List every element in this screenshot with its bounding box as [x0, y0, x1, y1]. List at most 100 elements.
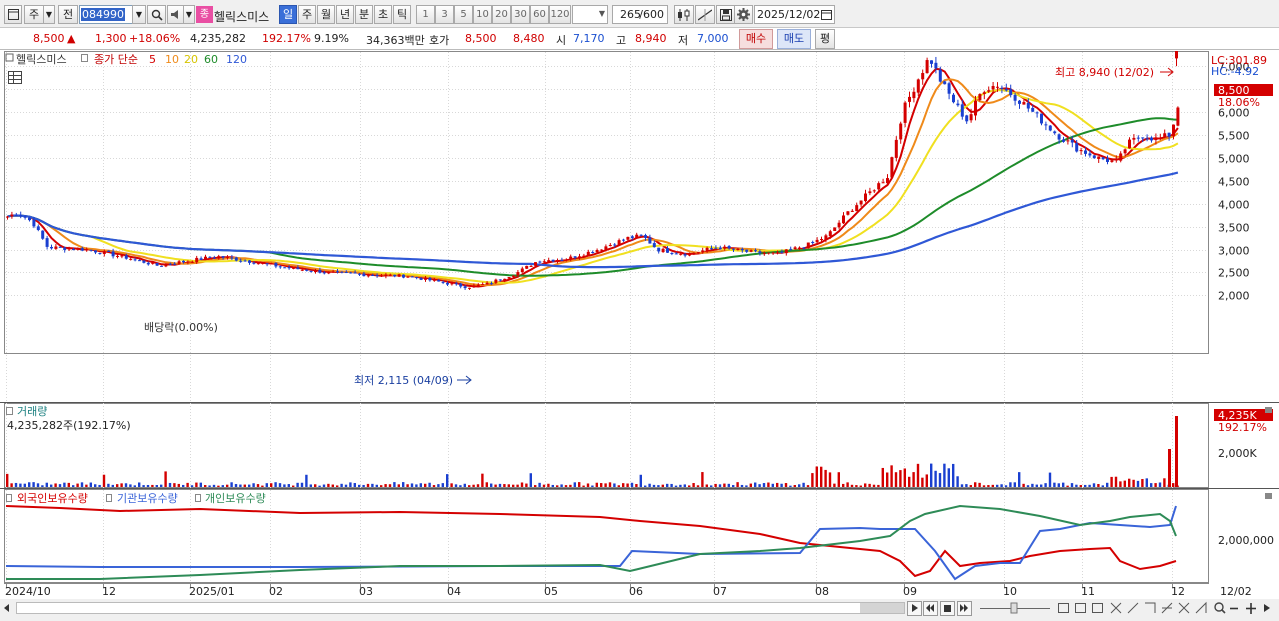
volume-bar — [133, 485, 136, 487]
stock-chart[interactable]: 8,0007,5007,0006,5006,0005,5005,0004,500… — [0, 51, 1279, 621]
volume-bar — [912, 472, 915, 487]
candle-type-icon[interactable] — [674, 5, 694, 24]
zoom-in-icon[interactable] — [1246, 603, 1256, 614]
speaker-dropdown-icon[interactable]: ▼ — [183, 5, 195, 24]
current-price: 8,500 — [33, 32, 65, 45]
stop-icon[interactable] — [940, 601, 955, 616]
candle-body — [256, 263, 260, 265]
date-input[interactable]: 2025/12/02 — [754, 5, 835, 24]
candle-body — [327, 271, 331, 274]
candle-body — [182, 260, 185, 263]
holdings-pane-close-icon[interactable] — [1265, 493, 1272, 499]
calendar-icon[interactable] — [821, 9, 832, 20]
candle-body — [696, 252, 700, 254]
candle-body — [432, 279, 436, 281]
save-icon[interactable] — [716, 5, 735, 24]
current-pct-label: 18.06% — [1218, 96, 1260, 109]
zoom-slider[interactable] — [980, 602, 1050, 614]
stock-code-input[interactable]: 084990 — [79, 5, 133, 24]
volume-pane-close-icon[interactable] — [1265, 407, 1272, 413]
candle-body — [58, 246, 62, 248]
candle-body — [881, 182, 885, 184]
sell-button[interactable]: 매도 — [777, 29, 811, 49]
interval-20[interactable]: 20 — [492, 5, 511, 24]
candle-body — [63, 247, 67, 250]
candle-body — [305, 269, 309, 271]
period-tick-tab[interactable]: 틱 — [393, 5, 411, 24]
table-view-icon[interactable] — [8, 71, 22, 85]
fast-forward-icon[interactable] — [957, 601, 972, 616]
rewind-icon[interactable] — [923, 601, 938, 616]
holdings-pane[interactable] — [4, 489, 1209, 583]
volume-bar — [925, 474, 928, 487]
period-second-tab[interactable]: 초 — [374, 5, 392, 24]
candle-body — [723, 246, 727, 249]
count-input[interactable]: 265 /600 — [612, 5, 668, 24]
volume-bar — [318, 485, 321, 487]
volume-bar — [397, 484, 400, 487]
crosshair-tool-icon[interactable] — [695, 5, 715, 24]
settings-gear-icon[interactable] — [734, 5, 753, 24]
volume-bar — [472, 484, 475, 487]
volume-bar — [366, 483, 370, 487]
interval-5[interactable]: 5 — [454, 5, 473, 24]
volume-bar — [793, 485, 796, 487]
current-price-label: 8,500 — [1218, 84, 1250, 97]
scroll-end-icon[interactable] — [1264, 604, 1270, 612]
price-y-tick: 5,000 — [1218, 153, 1250, 166]
volume-bar — [855, 485, 858, 487]
horizontal-scrollbar[interactable] — [16, 602, 905, 614]
volume-bar — [595, 482, 598, 487]
volume-pane[interactable] — [4, 403, 1209, 488]
price-pane[interactable] — [4, 51, 1209, 354]
volume-bar — [190, 485, 194, 487]
volume-bar — [58, 484, 62, 487]
volume-bar — [877, 484, 880, 487]
volume-bar — [1172, 483, 1175, 487]
candle-body — [102, 251, 106, 254]
candle-body — [45, 238, 49, 247]
search-icon[interactable] — [147, 5, 166, 24]
zoom-search-icon[interactable] — [1214, 602, 1226, 614]
volume-bar — [217, 485, 220, 487]
market-dropdown-icon[interactable]: ▼ — [43, 5, 55, 24]
scroll-right-icon[interactable] — [907, 601, 922, 616]
volume-bar — [987, 485, 990, 487]
interval-60[interactable]: 60 — [530, 5, 549, 24]
volume-bar — [173, 483, 176, 487]
candle-body — [204, 256, 207, 260]
interval-3[interactable]: 3 — [435, 5, 454, 24]
speaker-icon[interactable] — [167, 5, 184, 24]
period-year-tab[interactable]: 년 — [336, 5, 354, 24]
chart-window-icon[interactable] — [4, 5, 22, 24]
interval-120[interactable]: 120 — [549, 5, 571, 24]
period-week-tab[interactable]: 주 — [298, 5, 316, 24]
period-minute-tab[interactable]: 분 — [355, 5, 373, 24]
interval-input[interactable]: ▼ — [572, 5, 608, 24]
volume-bar — [1119, 481, 1122, 487]
candle-body — [1136, 137, 1140, 139]
candle-body — [512, 275, 515, 277]
candle-body — [996, 86, 999, 88]
interval-1[interactable]: 1 — [416, 5, 435, 24]
prev-button[interactable]: 전 — [58, 5, 78, 24]
code-dropdown-icon[interactable]: ▼ — [132, 5, 146, 24]
candle-body — [472, 285, 476, 288]
candle-body — [283, 267, 287, 269]
scrollbar-thumb[interactable] — [860, 603, 904, 613]
candle-body — [406, 276, 410, 278]
market-tab[interactable]: 주 — [24, 5, 44, 24]
period-month-tab[interactable]: 월 — [317, 5, 335, 24]
volume-bar — [881, 467, 884, 487]
chart-tool-icons[interactable] — [1058, 601, 1207, 614]
volume-bar — [674, 485, 678, 487]
candle-body — [815, 239, 819, 243]
volume-bar — [67, 482, 70, 487]
interval-30[interactable]: 30 — [511, 5, 530, 24]
candle-body — [358, 273, 361, 275]
scroll-left-icon[interactable] — [4, 604, 9, 612]
period-day-tab[interactable]: 일 — [279, 5, 297, 24]
eval-button[interactable]: 평 — [815, 29, 835, 49]
buy-button[interactable]: 매수 — [739, 29, 773, 49]
interval-10[interactable]: 10 — [473, 5, 492, 24]
